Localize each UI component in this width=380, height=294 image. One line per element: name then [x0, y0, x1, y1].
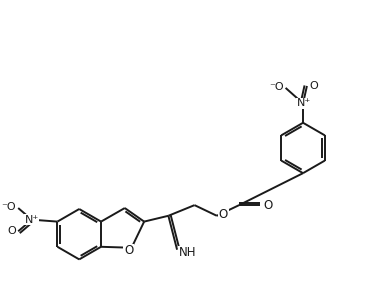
- Text: ⁻O: ⁻O: [2, 202, 16, 212]
- Text: O: O: [124, 244, 133, 257]
- Text: O: O: [263, 199, 272, 212]
- Text: ⁻O: ⁻O: [269, 82, 283, 92]
- Text: O: O: [310, 81, 318, 91]
- Text: N⁺: N⁺: [297, 98, 311, 108]
- Text: N⁺: N⁺: [25, 215, 39, 225]
- Text: O: O: [8, 226, 16, 236]
- Text: NH: NH: [179, 246, 196, 259]
- Text: O: O: [219, 208, 228, 221]
